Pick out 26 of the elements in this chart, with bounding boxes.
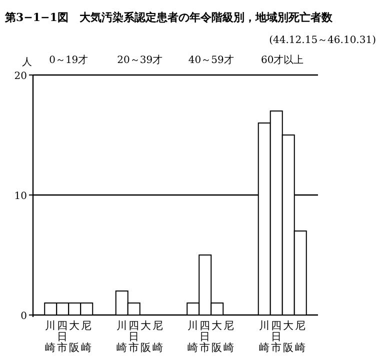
x-tick-label: 60才以上 [261,54,304,66]
series-label: 川崎 [45,319,56,354]
series-label: 大阪 [69,319,80,354]
series-label: 尼崎 [81,320,92,354]
chart-subtitle: (44.12.15～46.10.31) [269,35,376,46]
x-tick-label: 0～19才 [49,54,88,66]
y-tick-label: 0 [20,311,27,322]
y-tick-label: 20 [14,71,27,82]
x-tick-label: 40～59才 [188,54,234,66]
series-label: 四日市 [57,320,68,354]
text: 尼崎 [224,320,235,354]
text: 尼崎 [152,320,164,354]
text: 川崎 [116,320,128,354]
text: 四日市 [270,320,282,354]
text: 四日市 [200,320,211,354]
text: 川崎 [258,320,270,354]
text: 大阪 [212,320,223,354]
y-tick-label: 10 [14,191,27,202]
text: 尼崎 [294,320,306,354]
y-axis-title: 人 [22,57,32,68]
text: 四日市 [128,320,140,354]
text: 大阪 [140,320,152,354]
text: 大阪 [282,320,294,354]
x-tick-label: 20～39才 [117,54,163,66]
text: 川崎 [188,320,199,354]
chart-title: 第3−1−1図 大気汚染系認定患者の年令階級別，地域別死亡者数 [4,11,334,24]
